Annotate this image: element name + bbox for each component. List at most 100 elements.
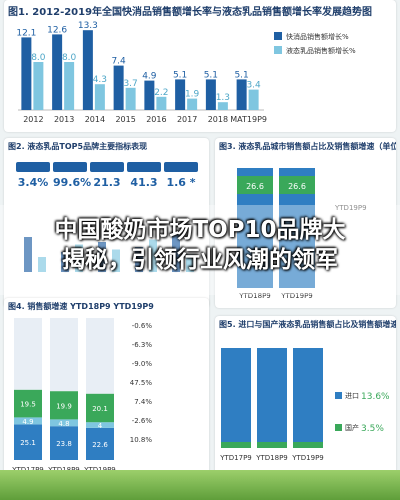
tick-label: MAT19P9 <box>230 115 267 124</box>
kpi-row: 3.4% 99.6% 21.3 41.3 1.6 * <box>16 162 206 202</box>
grass-decoration <box>0 470 400 500</box>
legend-label: 液态乳品销售额增长% <box>286 46 356 55</box>
legend-swatch <box>274 46 282 54</box>
bar <box>64 62 75 110</box>
kpi-decoration <box>24 232 194 272</box>
kpi-value: 1.6 * <box>166 176 196 189</box>
tick-label: 2012 <box>23 115 43 124</box>
stack-segment <box>50 426 78 460</box>
stack-remainder <box>14 318 42 390</box>
growth-label: -6.3% <box>132 341 153 349</box>
data-label: 1.3 <box>216 93 230 103</box>
legend-label: 进口 <box>345 392 359 400</box>
data-label: 23.8 <box>56 440 72 448</box>
data-label: 4 <box>98 422 103 430</box>
tick-label: YTD18P9 <box>255 454 288 462</box>
kpi-header <box>16 162 50 172</box>
data-label: 19.5 <box>20 401 36 409</box>
stack-bar <box>257 348 287 448</box>
kpi-bar <box>186 254 194 272</box>
growth-panel: 图4. 销售额增速 YTD18P9 YTD19P9 25.14.919.5YTD… <box>4 298 209 474</box>
tick-label: YTD19P9 <box>291 454 324 462</box>
data-label: 13.6% <box>361 392 390 402</box>
bar <box>125 87 136 110</box>
legend-swatch <box>274 32 282 40</box>
kpi-header <box>164 162 198 172</box>
bar <box>52 34 63 110</box>
data-label: 5.1 <box>173 70 187 80</box>
data-label: 8.0 <box>62 53 77 63</box>
bar <box>248 89 259 110</box>
growth-trend-chart: 12.1 8.0 2012 12.6 8.0 2013 13.3 4.3 2014 7.4 3.7 2… <box>16 21 356 124</box>
tick-label: 2017 <box>177 115 197 124</box>
kpi-value: 3.4% <box>17 176 49 189</box>
bar <box>205 79 216 110</box>
growth-label: -0.6% <box>132 322 153 330</box>
data-label: 3.4 <box>246 81 261 91</box>
bar <box>33 62 44 110</box>
growth-trend-panel: 图1. 2012-2019年全国快消品销售额增长率与液态乳品销售额增长率发展趋势… <box>4 0 396 132</box>
city-share-panel: 图3. 液态乳品城市销售额占比及销售额增速（单位：%） 26.6YTD18P92… <box>215 138 396 308</box>
panel5-title: 图5. 进口与国产液态乳品销售额占比及销售额增速（单位：%） <box>219 320 396 329</box>
data-label: 8.0 <box>31 53 46 63</box>
stack-segment <box>293 442 323 448</box>
import-domestic-panel: 图5. 进口与国产液态乳品销售额占比及销售额增速（单位：%） YTD17P9YT… <box>215 316 396 474</box>
panel1-title: 图1. 2012-2019年全国快消品销售额增长率与液态乳品销售额增长率发展趋势… <box>8 7 373 18</box>
tick-label: YTD19P9 <box>280 292 313 300</box>
kpi-value: 41.3 <box>130 176 158 189</box>
data-label: 4.9 <box>142 72 157 82</box>
bar <box>217 102 228 110</box>
tick-label: 2014 <box>85 115 105 124</box>
bar <box>236 79 247 110</box>
stack-remainder <box>50 318 78 392</box>
data-label: 12.6 <box>47 25 67 35</box>
stack-remainder <box>86 318 114 394</box>
growth-stacked-chart: 25.14.919.5YTD17P923.84.819.9YTD18P922.6… <box>11 318 153 474</box>
kpi-bar <box>38 257 46 272</box>
stack-segment <box>257 442 287 448</box>
growth-label: 7.4% <box>134 398 152 406</box>
bar <box>21 37 32 110</box>
stack-segment <box>14 417 42 425</box>
bar <box>82 30 93 111</box>
kpi-bar <box>24 237 32 272</box>
data-label: 22.6 <box>92 441 108 449</box>
bar <box>187 98 198 110</box>
data-label: 4.8 <box>58 420 69 428</box>
bar <box>144 80 155 110</box>
stack-bar <box>221 348 251 448</box>
banner-line2: 揭秘，引领行业风潮的领军 <box>62 247 338 273</box>
legend-swatch <box>335 392 342 399</box>
tick-label: 2013 <box>54 115 74 124</box>
data-label: 25.1 <box>20 439 36 447</box>
stack-segment <box>86 422 114 428</box>
kpi-bar <box>135 247 143 272</box>
data-label: 13.3 <box>78 21 98 31</box>
banner-overlay <box>0 205 400 295</box>
data-label: 4.9 <box>22 418 33 426</box>
banner-line1: 中国酸奶市场TOP10品牌大 <box>54 217 346 243</box>
growth-label: -9.0% <box>132 360 153 368</box>
top5-brand-panel: 图2. 液态乳品TOP5品牌主要指标表现 3.4% 99.6% 21.3 41.3 1.… <box>4 138 209 308</box>
kpi-bar <box>172 232 180 272</box>
stack-segment <box>50 391 78 420</box>
data-label: 4.3 <box>93 75 107 85</box>
tick-label: 2016 <box>146 115 166 124</box>
kpi-bar <box>98 242 106 272</box>
share-bar-segment <box>279 176 315 194</box>
kpi-bar <box>61 252 69 272</box>
import-domestic-chart: YTD17P9 YTD18P9 YTD19P9 进口 13.6% 国产 3.5% <box>219 348 390 462</box>
data-label: 3.7 <box>123 79 137 89</box>
bar <box>156 96 167 110</box>
growth-label: 10.8% <box>130 436 153 444</box>
data-label: 5.1 <box>204 70 218 80</box>
legend-label: 快消品销售额增长% <box>286 32 349 41</box>
bar <box>175 79 186 110</box>
kpi-bar <box>75 244 83 272</box>
data-label: 2.2 <box>154 88 168 98</box>
data-label: 19.9 <box>56 402 72 410</box>
bar <box>113 65 124 110</box>
kpi-value: 21.3 <box>93 176 121 189</box>
legend-swatch <box>335 424 342 431</box>
data-label: 26.6 <box>246 182 264 191</box>
